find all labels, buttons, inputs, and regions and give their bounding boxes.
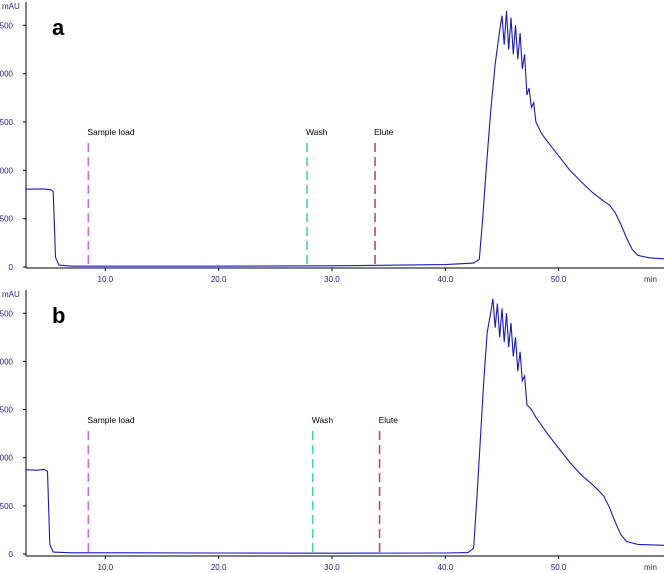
x-tick-label-a-3: 40.0 [438, 275, 454, 284]
x-tick-label-b-2: 30.0 [324, 563, 340, 572]
y-ticks-b: 0 500 1000 1500 2000 2500 [0, 309, 26, 559]
x-tick-label-a-2: 30.0 [324, 275, 340, 284]
marker-label-b-0: Sample load [87, 415, 135, 425]
y-tick-label-b-4: 2000 [0, 357, 14, 366]
marker-label-b-1: Wash [312, 415, 334, 425]
marker-label-b-2: Elute [379, 415, 399, 425]
y-tick-label-a-0: 0 [9, 263, 14, 272]
y-tick-label-b-3: 1500 [0, 406, 14, 415]
x-ticks-b: 10.0 20.0 30.0 40.0 50.0 [98, 556, 567, 572]
y-tick-label-a-3: 1500 [0, 118, 14, 127]
marker-label-a-1: Wash [306, 127, 328, 137]
traces-a [25, 10, 665, 267]
x-tick-label-a-1: 20.0 [211, 275, 227, 284]
x-tick-label-a-4: 50.0 [551, 275, 567, 284]
phase-markers-b: Sample load Wash Elute [87, 415, 398, 556]
phase-markers-a: Sample load Wash Elute [87, 127, 394, 268]
absorbance-trace-a-0 [25, 10, 665, 267]
panel-label-b: b [52, 303, 65, 328]
x-tick-label-b-3: 40.0 [438, 563, 454, 572]
x-tick-label-b-1: 20.0 [211, 563, 227, 572]
traces-b [25, 298, 665, 554]
marker-label-a-0: Sample load [87, 127, 135, 137]
y-unit-label-a: mAU [2, 2, 20, 11]
x-unit-label-b: min [644, 563, 657, 572]
x-ticks-a: 10.0 20.0 30.0 40.0 50.0 [98, 268, 567, 284]
y-ticks-a: 0 500 1000 1500 2000 2500 [0, 21, 26, 272]
y-tick-label-b-0: 0 [9, 550, 14, 559]
marker-label-a-2: Elute [374, 127, 394, 137]
y-tick-label-a-1: 500 [0, 215, 14, 224]
y-tick-label-b-2: 1000 [0, 454, 14, 463]
y-tick-label-b-1: 500 [0, 502, 14, 511]
x-unit-label-a: min [644, 275, 657, 284]
y-tick-label-b-5: 2500 [0, 309, 14, 318]
x-tick-label-b-4: 50.0 [551, 563, 567, 572]
y-unit-label-b: mAU [2, 290, 20, 299]
y-tick-label-a-4: 2000 [0, 70, 14, 79]
y-tick-label-a-2: 1000 [0, 166, 14, 175]
x-tick-label-b-0: 10.0 [98, 563, 114, 572]
absorbance-trace-b-0 [25, 298, 665, 554]
x-tick-label-a-0: 10.0 [98, 275, 114, 284]
panel-a: mAU min a 0 500 1000 1500 2000 2500 10.0 20.0 3… [0, 2, 665, 284]
panel-b: mAU min b 0 500 1000 1500 2000 2500 10.0 20.0 3… [0, 290, 665, 572]
y-tick-label-a-5: 2500 [0, 21, 14, 30]
panel-label-a: a [52, 15, 65, 40]
